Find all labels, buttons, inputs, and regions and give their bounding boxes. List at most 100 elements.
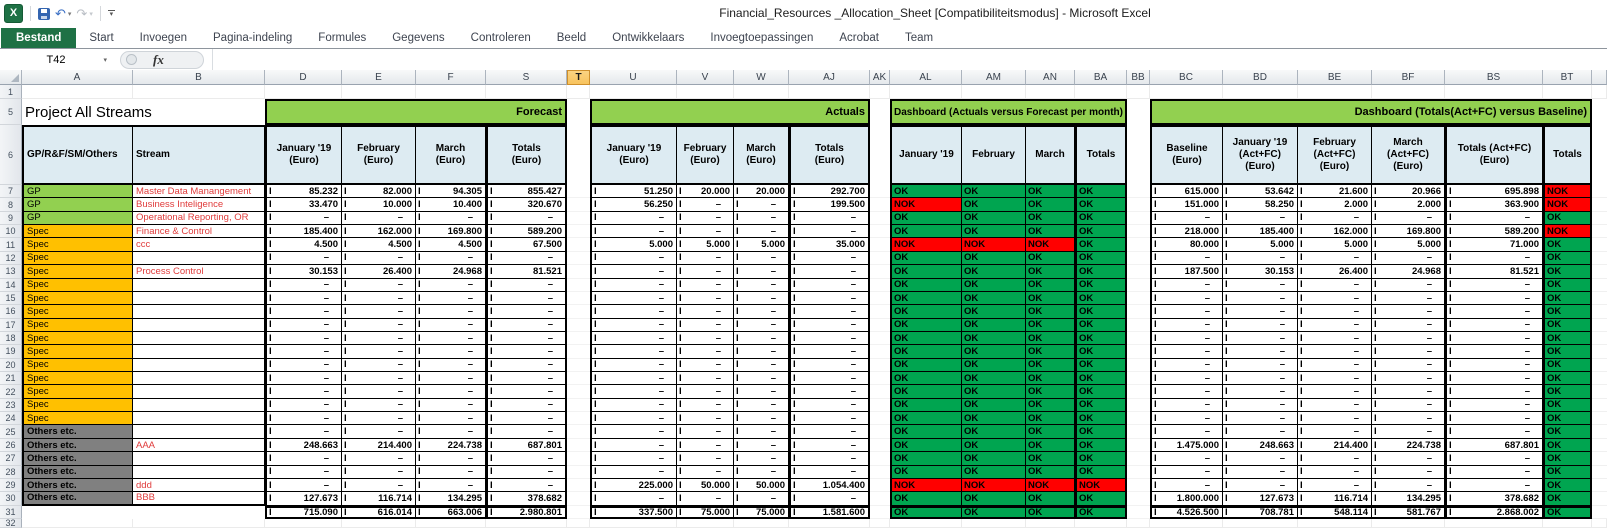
- cell-E19[interactable]: I –: [342, 345, 416, 359]
- cell-A24[interactable]: Spec: [22, 412, 133, 426]
- cell-BD28[interactable]: I –: [1223, 465, 1298, 479]
- cell-BA25[interactable]: OK: [1075, 425, 1127, 439]
- cell-AN17[interactable]: OK: [1026, 318, 1075, 332]
- cell-BD26[interactable]: I 248.663: [1223, 438, 1298, 453]
- gap-cell[interactable]: [567, 438, 590, 453]
- cell-AL24[interactable]: OK: [890, 412, 962, 426]
- row-header-12[interactable]: 12: [0, 251, 22, 266]
- cell-BT26[interactable]: OK: [1543, 438, 1592, 453]
- cell-BD15[interactable]: I –: [1223, 291, 1298, 306]
- column-header-BC[interactable]: BC: [1150, 70, 1223, 85]
- cell-AJ8[interactable]: I 199.500: [789, 198, 870, 212]
- cell-AJ22[interactable]: I –: [789, 385, 870, 399]
- gap-cell[interactable]: [1127, 318, 1150, 332]
- row-header-13[interactable]: 13: [0, 265, 22, 279]
- cell-U25[interactable]: I –: [590, 425, 677, 439]
- cell-S13[interactable]: I 81.521: [486, 265, 567, 279]
- cell-BT29[interactable]: OK: [1543, 478, 1592, 493]
- header-baseline-BT[interactable]: Totals: [1543, 125, 1592, 185]
- cell-BT8[interactable]: NOK: [1543, 198, 1592, 212]
- cell-BT9[interactable]: OK: [1543, 211, 1592, 226]
- column-header-AK[interactable]: AK: [870, 70, 890, 85]
- gap-cell[interactable]: [870, 278, 890, 292]
- cell-E1[interactable]: [342, 85, 416, 99]
- cell-U10[interactable]: I –: [590, 225, 677, 239]
- cell-E8[interactable]: I 10.000: [342, 198, 416, 212]
- gap-cell[interactable]: [567, 99, 590, 125]
- cell-B1[interactable]: [133, 85, 265, 99]
- cell-BC18[interactable]: I –: [1150, 331, 1223, 346]
- ribbon-tab-team[interactable]: Team: [905, 32, 934, 44]
- cell-A26[interactable]: Others etc.: [22, 438, 133, 453]
- cell-S8[interactable]: I 320.670: [486, 198, 567, 212]
- cell-W17[interactable]: I –: [734, 318, 789, 332]
- cell-A1[interactable]: [22, 85, 133, 99]
- cell-BS30[interactable]: I 378.682: [1445, 492, 1543, 506]
- cell-AJ13[interactable]: I –: [789, 265, 870, 279]
- cell-A12[interactable]: Spec: [22, 251, 133, 266]
- cell-D1[interactable]: [265, 85, 342, 99]
- cell-BF30[interactable]: I 134.295: [1372, 492, 1445, 506]
- cell-AM22[interactable]: OK: [962, 385, 1026, 399]
- cell-BT7[interactable]: NOK: [1543, 185, 1592, 199]
- column-header-T[interactable]: T: [567, 70, 590, 85]
- cell-BT10[interactable]: NOK: [1543, 225, 1592, 239]
- cell-E13[interactable]: I 26.400: [342, 265, 416, 279]
- cell-B18[interactable]: [133, 331, 265, 346]
- gap-cell[interactable]: [567, 211, 590, 226]
- cell-S22[interactable]: I –: [486, 385, 567, 399]
- gap-cell[interactable]: [870, 331, 890, 346]
- cell-BC29[interactable]: I –: [1150, 478, 1223, 493]
- cell-BS8[interactable]: I 363.900: [1445, 198, 1543, 212]
- cell-AM7[interactable]: OK: [962, 185, 1026, 199]
- cell-AM13[interactable]: OK: [962, 265, 1026, 279]
- cell-BS14[interactable]: I –: [1445, 278, 1543, 292]
- cell-BA17[interactable]: OK: [1075, 318, 1127, 332]
- cell-S7[interactable]: I 855.427: [486, 185, 567, 199]
- gap-cell[interactable]: [870, 372, 890, 386]
- cell-AN15[interactable]: OK: [1026, 291, 1075, 306]
- cell-E31[interactable]: I 616.014: [342, 505, 416, 519]
- cell-BC32[interactable]: [1150, 518, 1223, 528]
- cell-BS12[interactable]: I –: [1445, 251, 1543, 266]
- row-header-22[interactable]: 22: [0, 385, 22, 399]
- cell-W23[interactable]: I –: [734, 398, 789, 413]
- cell-BD23[interactable]: I –: [1223, 398, 1298, 413]
- cell-BE24[interactable]: I –: [1298, 412, 1372, 426]
- ribbon-tab-acrobat[interactable]: Acrobat: [839, 32, 879, 44]
- cell-BF25[interactable]: I –: [1372, 425, 1445, 439]
- gap-cell[interactable]: [870, 238, 890, 252]
- cell-BT12[interactable]: OK: [1543, 251, 1592, 266]
- row-header-18[interactable]: 18: [0, 331, 22, 346]
- cell-BE25[interactable]: I –: [1298, 425, 1372, 439]
- gap-cell[interactable]: [870, 291, 890, 306]
- cell-D30[interactable]: I 127.673: [265, 492, 342, 506]
- cell-BF15[interactable]: I –: [1372, 291, 1445, 306]
- cell-BA21[interactable]: OK: [1075, 372, 1127, 386]
- column-header-D[interactable]: D: [265, 70, 342, 85]
- cell-BA10[interactable]: OK: [1075, 225, 1127, 239]
- cell-BB32[interactable]: [1127, 518, 1150, 528]
- cell-D27[interactable]: I –: [265, 452, 342, 466]
- cell-S32[interactable]: [486, 518, 567, 528]
- cell-BE11[interactable]: I 5.000: [1298, 238, 1372, 252]
- cell-BF8[interactable]: I 2.000: [1372, 198, 1445, 212]
- gap-cell[interactable]: [567, 358, 590, 373]
- cell-S30[interactable]: I 378.682: [486, 492, 567, 506]
- cell-AJ23[interactable]: I –: [789, 398, 870, 413]
- cell-AM14[interactable]: OK: [962, 278, 1026, 292]
- cell-F22[interactable]: I –: [416, 385, 486, 399]
- undo-icon[interactable]: ↶: [55, 5, 66, 21]
- cell-V31[interactable]: I 75.000: [677, 505, 734, 519]
- cell-BF1[interactable]: [1372, 85, 1445, 99]
- cell-V12[interactable]: I –: [677, 251, 734, 266]
- cell-BA23[interactable]: OK: [1075, 398, 1127, 413]
- cell-BF11[interactable]: I 5.000: [1372, 238, 1445, 252]
- cell-BT32[interactable]: [1543, 518, 1592, 528]
- cell-AM30[interactable]: OK: [962, 492, 1026, 506]
- cell-AN20[interactable]: OK: [1026, 358, 1075, 373]
- cell-A28[interactable]: Others etc.: [22, 465, 133, 479]
- cell-V9[interactable]: I –: [677, 211, 734, 226]
- ribbon-tab-ontwikkelaars[interactable]: Ontwikkelaars: [612, 32, 685, 44]
- cell-AL14[interactable]: OK: [890, 278, 962, 292]
